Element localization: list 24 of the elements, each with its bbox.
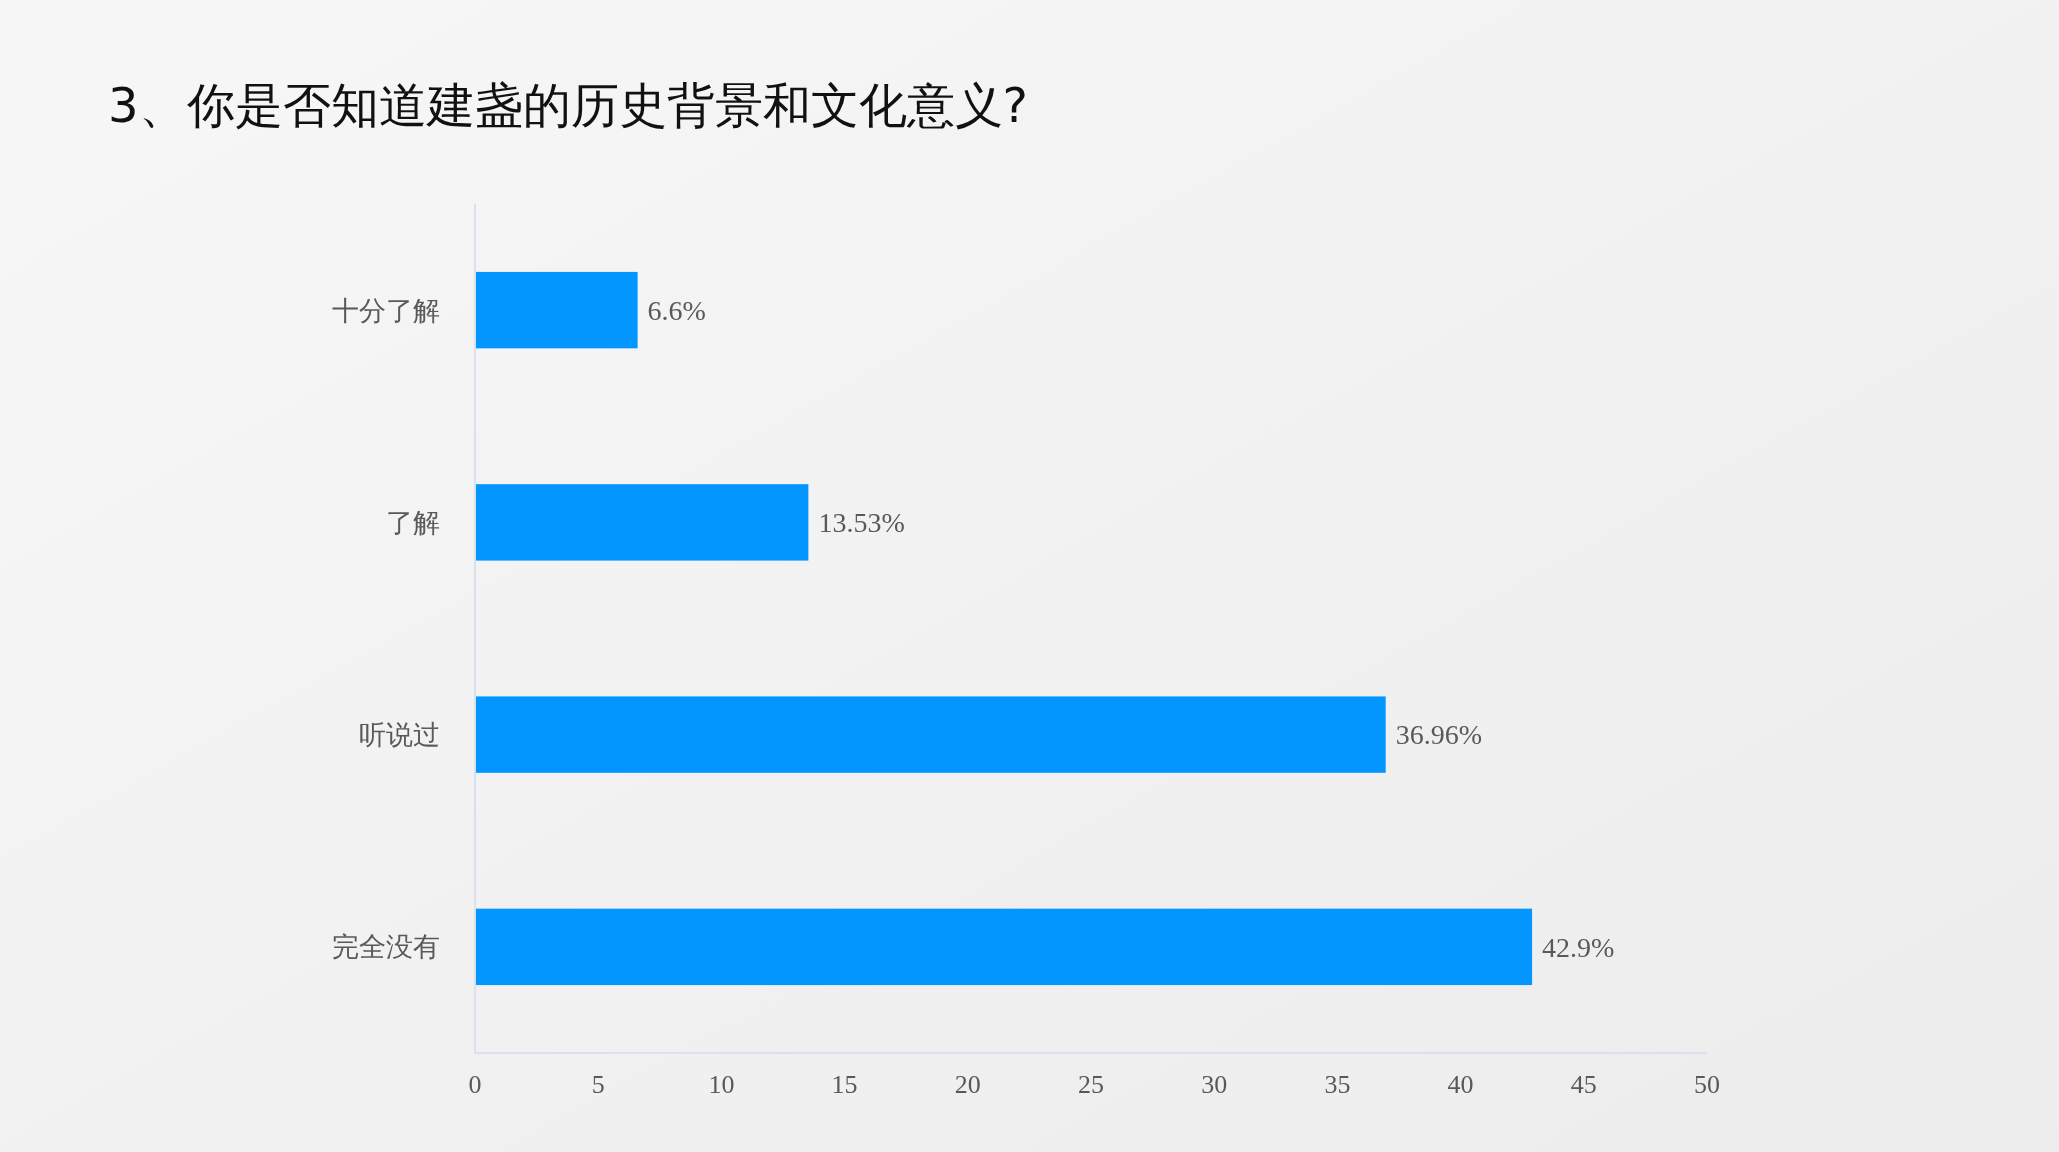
x-tick-label: 40: [1447, 1070, 1474, 1099]
y-tick-label: 了解: [386, 506, 440, 538]
x-tick-label: 25: [1078, 1070, 1104, 1099]
x-tick-label: 45: [1570, 1070, 1597, 1099]
data-label: 13.53%: [818, 507, 905, 539]
bar: [475, 484, 809, 561]
x-tick-label: 0: [468, 1070, 482, 1099]
bar: [475, 908, 1533, 986]
x-tick-label: 50: [1694, 1070, 1720, 1099]
x-tick-label: 35: [1324, 1070, 1351, 1099]
x-tick-label: 30: [1201, 1070, 1228, 1099]
y-tick-label: 完全没有: [332, 931, 440, 963]
x-tick-label: 20: [954, 1070, 981, 1099]
y-tick-label: 十分了解: [332, 294, 440, 326]
data-label: 36.96%: [1395, 719, 1483, 751]
bar: [475, 696, 1386, 773]
x-tick-label: 15: [831, 1070, 858, 1099]
data-label: 42.9%: [1542, 931, 1615, 963]
x-tick-label: 10: [708, 1070, 735, 1099]
chart-title: 3、你是否知道建盏的历史背景和文化意义?: [108, 77, 1029, 133]
bar: [475, 271, 638, 349]
y-tick-label: 听说过: [359, 719, 440, 751]
x-tick-label: 5: [591, 1070, 605, 1099]
data-label: 6.6%: [647, 294, 706, 326]
